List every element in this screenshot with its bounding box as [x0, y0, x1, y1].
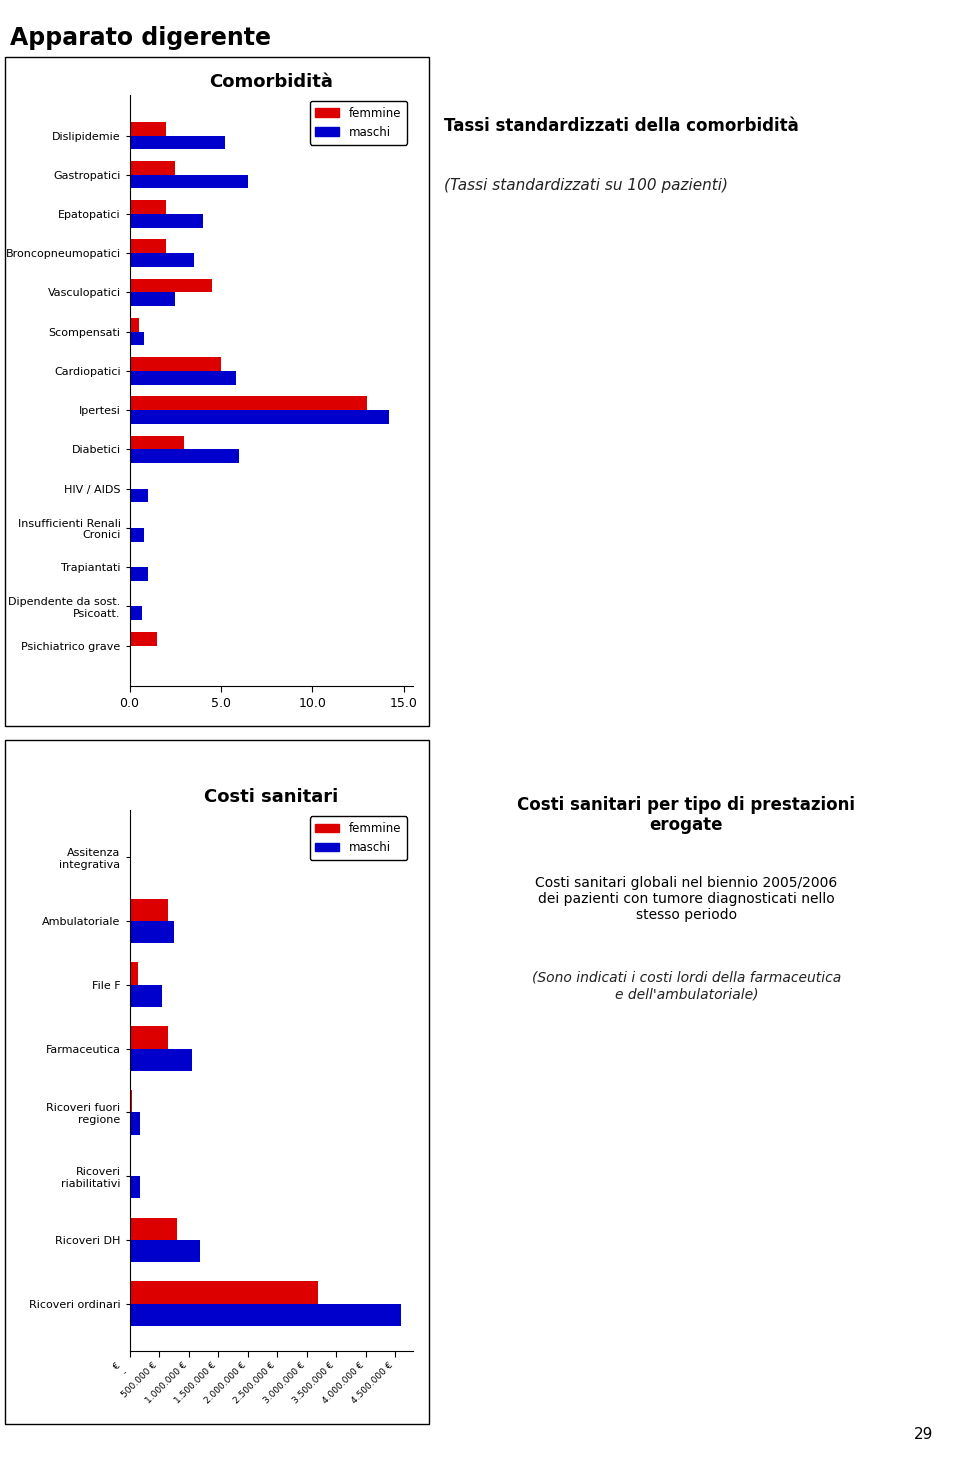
Bar	[130, 161, 176, 175]
Bar	[130, 279, 212, 292]
Bar	[130, 962, 138, 984]
Bar	[130, 331, 144, 346]
Bar	[130, 984, 162, 1007]
Bar	[130, 921, 174, 943]
Text: (Tassi standardizzati su 100 pazienti): (Tassi standardizzati su 100 pazienti)	[444, 178, 728, 193]
Bar	[130, 606, 142, 620]
Title: Comorbidità: Comorbidità	[209, 73, 333, 91]
Legend: femmine, maschi: femmine, maschi	[309, 816, 407, 860]
Bar	[130, 566, 148, 581]
Bar	[130, 397, 367, 410]
Bar	[130, 136, 225, 149]
Title: Costi sanitari: Costi sanitari	[204, 788, 338, 806]
Bar	[130, 514, 132, 529]
Bar	[130, 410, 389, 423]
Bar	[130, 239, 166, 253]
Bar	[130, 200, 166, 215]
Bar	[130, 292, 176, 307]
Text: Costi sanitari per tipo di prestazioni
erogate: Costi sanitari per tipo di prestazioni e…	[517, 796, 855, 835]
Bar	[130, 435, 184, 450]
Bar	[130, 489, 148, 502]
Bar	[130, 215, 203, 228]
Bar	[130, 121, 166, 136]
Bar	[130, 529, 144, 542]
Bar	[130, 371, 235, 384]
Bar	[130, 253, 194, 267]
Bar	[130, 899, 168, 921]
Text: Tassi standardizzati della comorbidità: Tassi standardizzati della comorbidità	[444, 117, 799, 134]
Text: 29: 29	[914, 1428, 933, 1442]
Bar	[130, 632, 157, 645]
Bar	[130, 450, 239, 463]
Text: Costi sanitari globali nel biennio 2005/2006
dei pazienti con tumore diagnostica: Costi sanitari globali nel biennio 2005/…	[536, 876, 837, 923]
Bar	[130, 1240, 201, 1261]
Bar	[130, 1177, 140, 1199]
Bar	[130, 1153, 132, 1177]
Bar	[130, 175, 249, 188]
Bar	[130, 1113, 140, 1134]
Bar	[130, 1304, 401, 1326]
Bar	[130, 1048, 192, 1070]
Bar	[130, 318, 139, 331]
Bar	[130, 1026, 168, 1048]
Bar	[130, 1091, 132, 1113]
Legend: femmine, maschi: femmine, maschi	[309, 101, 407, 145]
Text: Apparato digerente: Apparato digerente	[10, 26, 271, 50]
Bar	[130, 1218, 177, 1240]
Bar	[130, 358, 221, 371]
Text: (Sono indicati i costi lordi della farmaceutica
e dell'ambulatoriale): (Sono indicati i costi lordi della farma…	[532, 971, 841, 1002]
Bar	[130, 1282, 319, 1304]
